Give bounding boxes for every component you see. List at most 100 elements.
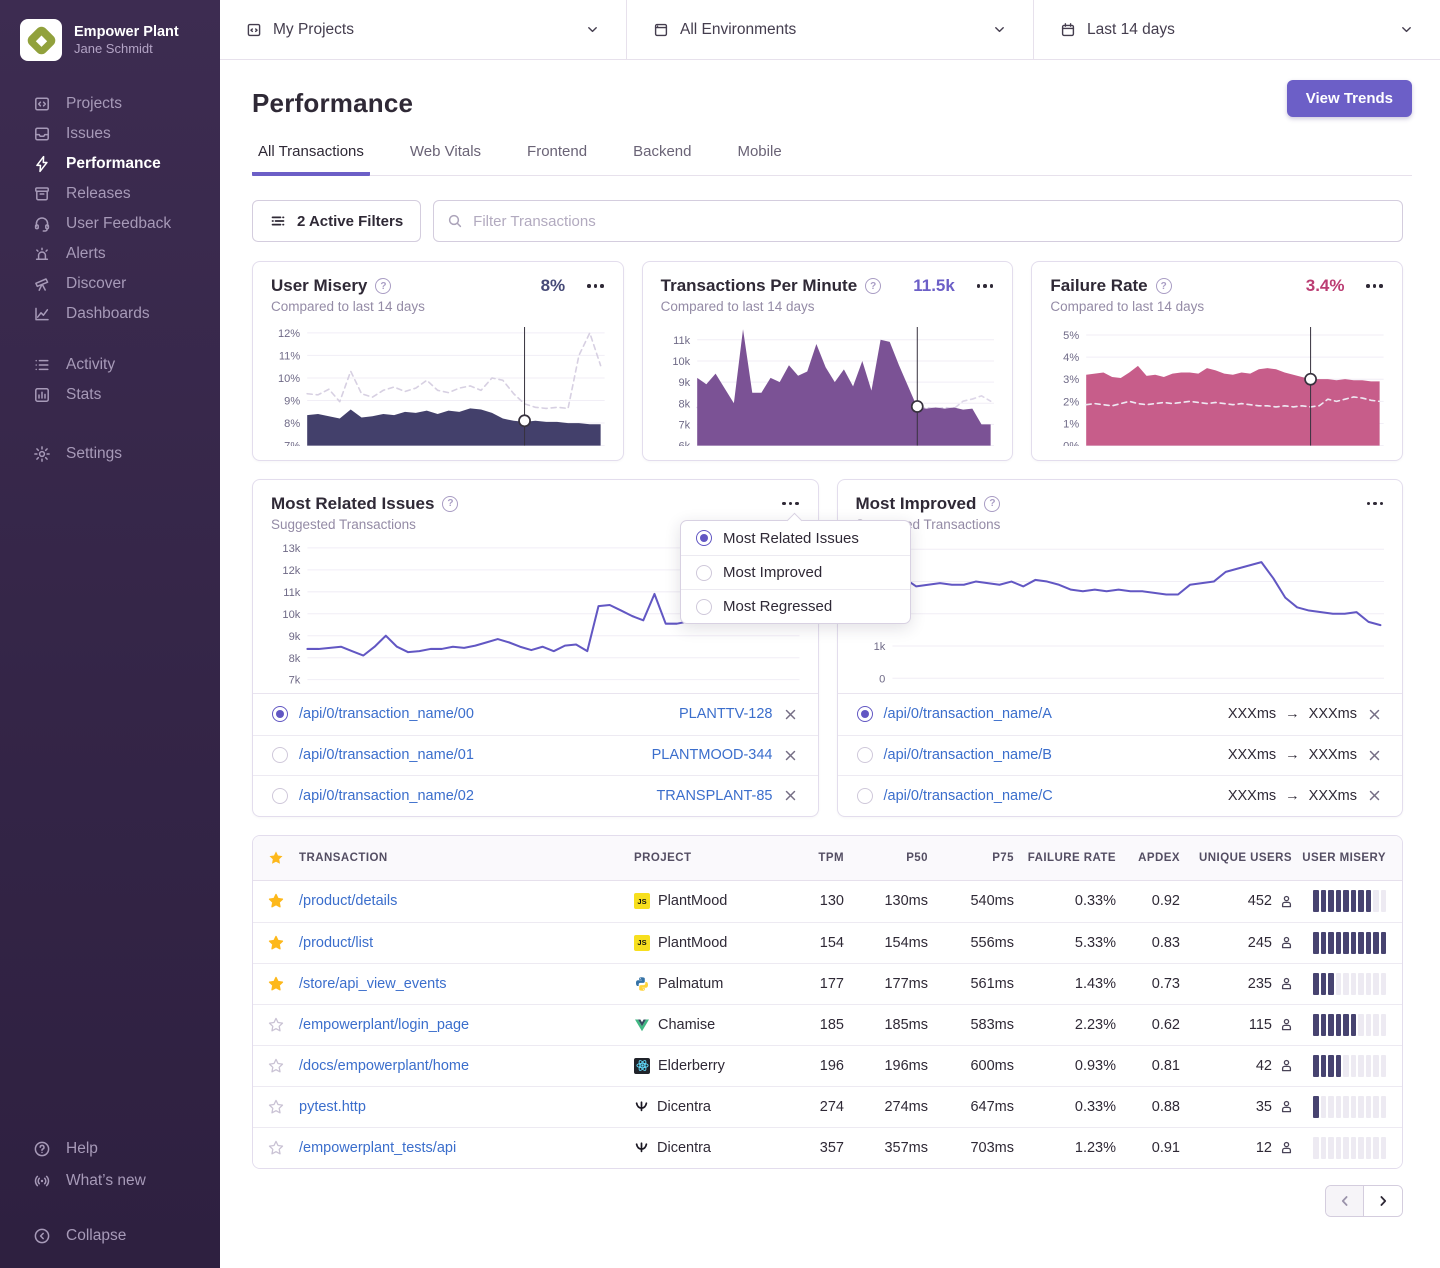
- sidebar-item-alerts[interactable]: Alerts: [0, 239, 220, 269]
- radio-selected[interactable]: [272, 706, 288, 722]
- date-range-selector[interactable]: Last 14 days: [1033, 0, 1440, 59]
- radio-selected[interactable]: [857, 706, 873, 722]
- transaction-link[interactable]: /api/0/transaction_name/02: [299, 788, 474, 804]
- tab-all-transactions[interactable]: All Transactions: [252, 143, 370, 176]
- environment-selector[interactable]: All Environments: [626, 0, 1033, 59]
- sidebar-item-whats-new[interactable]: What’s new: [0, 1165, 220, 1197]
- transaction-link[interactable]: pytest.http: [299, 1099, 366, 1115]
- performance-tabs: All Transactions Web Vitals Frontend Bac…: [252, 143, 1412, 176]
- transaction-link[interactable]: /empowerplant_tests/api: [299, 1140, 456, 1156]
- dots-menu-icon[interactable]: [1366, 498, 1385, 510]
- related-issue-row: /api/0/transaction_name/00 PLANTTV-128: [253, 694, 818, 735]
- dots-menu-icon[interactable]: [976, 280, 995, 292]
- previous-page-button[interactable]: [1326, 1186, 1364, 1216]
- star-filled-icon[interactable]: [253, 976, 299, 992]
- close-icon[interactable]: [782, 706, 799, 723]
- org-switcher[interactable]: Empower Plant Jane Schmidt: [0, 0, 220, 75]
- sidebar-item-dashboards[interactable]: Dashboards: [0, 299, 220, 329]
- star-filled-icon[interactable]: [253, 893, 299, 909]
- tpm-card: Transactions Per Minute ? 11.5k Compared…: [642, 261, 1014, 461]
- star-column-icon[interactable]: [253, 850, 299, 866]
- sidebar-item-help[interactable]: Help: [0, 1133, 220, 1165]
- python-platform-icon: [634, 976, 650, 992]
- transaction-link[interactable]: /api/0/transaction_name/B: [884, 747, 1052, 763]
- project-name[interactable]: Palmatum: [658, 976, 723, 992]
- star-filled-icon[interactable]: [253, 935, 299, 951]
- svg-text:0%: 0%: [1064, 441, 1080, 446]
- sidebar-item-releases[interactable]: Releases: [0, 179, 220, 209]
- next-page-button[interactable]: [1364, 1186, 1402, 1216]
- p50-value: 274ms: [848, 1099, 932, 1115]
- transaction-link[interactable]: /store/api_view_events: [299, 976, 447, 992]
- help-circle-icon[interactable]: ?: [865, 278, 881, 294]
- project-name[interactable]: PlantMood: [658, 935, 727, 951]
- dropdown-option-most-improved[interactable]: Most Improved: [681, 555, 910, 589]
- project-name[interactable]: PlantMood: [658, 893, 727, 909]
- radio-unselected[interactable]: [857, 788, 873, 804]
- project-name[interactable]: Dicentra: [657, 1099, 711, 1115]
- tab-backend[interactable]: Backend: [627, 143, 697, 176]
- transaction-link[interactable]: /product/details: [299, 893, 397, 909]
- dots-menu-icon[interactable]: [1365, 280, 1384, 292]
- issue-link[interactable]: TRANSPLANT-85: [656, 788, 772, 804]
- tab-mobile[interactable]: Mobile: [731, 143, 787, 176]
- help-circle-icon[interactable]: ?: [442, 496, 458, 512]
- sidebar-item-stats[interactable]: Stats: [0, 380, 220, 410]
- sidebar-item-performance[interactable]: Performance: [0, 149, 220, 179]
- project-name[interactable]: Elderberry: [658, 1058, 725, 1074]
- close-icon[interactable]: [782, 787, 799, 804]
- star-outline-icon[interactable]: [253, 1017, 299, 1033]
- transaction-link[interactable]: /api/0/transaction_name/00: [299, 706, 474, 722]
- transaction-link[interactable]: /docs/empowerplant/home: [299, 1058, 469, 1074]
- user-misery-bars: [1296, 973, 1402, 995]
- transaction-link[interactable]: /api/0/transaction_name/C: [884, 788, 1053, 804]
- project-name[interactable]: Chamise: [658, 1017, 715, 1033]
- widget-type-dropdown: Most Related Issues Most Improved Most R…: [680, 520, 911, 624]
- radio-unselected[interactable]: [272, 747, 288, 763]
- view-trends-button[interactable]: View Trends: [1287, 80, 1412, 117]
- transaction-search[interactable]: [433, 200, 1403, 242]
- close-icon[interactable]: [1366, 747, 1383, 764]
- sidebar-item-discover[interactable]: Discover: [0, 269, 220, 299]
- radio-unselected[interactable]: [272, 788, 288, 804]
- help-circle-icon[interactable]: ?: [984, 496, 1000, 512]
- card-title: Most Related Issues: [271, 494, 434, 514]
- sidebar-item-user-feedback[interactable]: User Feedback: [0, 209, 220, 239]
- sidebar-collapse-button[interactable]: Collapse: [0, 1220, 220, 1252]
- help-circle-icon[interactable]: ?: [1156, 278, 1172, 294]
- dropdown-option-most-regressed[interactable]: Most Regressed: [681, 589, 910, 623]
- close-icon[interactable]: [782, 747, 799, 764]
- issue-link[interactable]: PLANTTV-128: [679, 706, 773, 722]
- transaction-link[interactable]: /api/0/transaction_name/A: [884, 706, 1052, 722]
- dots-menu-icon[interactable]: [781, 498, 800, 510]
- user-icon: [1279, 935, 1294, 950]
- tab-frontend[interactable]: Frontend: [521, 143, 593, 176]
- transaction-link[interactable]: /empowerplant/login_page: [299, 1017, 469, 1033]
- star-outline-icon[interactable]: [253, 1058, 299, 1074]
- duration-after: XXXms: [1309, 788, 1357, 804]
- sidebar-item-settings[interactable]: Settings: [0, 439, 220, 469]
- radio-unselected[interactable]: [857, 747, 873, 763]
- search-input[interactable]: [473, 213, 1389, 230]
- p50-value: 196ms: [848, 1058, 932, 1074]
- sidebar-item-issues[interactable]: Issues: [0, 119, 220, 149]
- issue-link[interactable]: PLANTMOOD-344: [652, 747, 773, 763]
- project-selector[interactable]: My Projects: [220, 0, 626, 59]
- project-name[interactable]: Dicentra: [657, 1140, 711, 1156]
- dots-menu-icon[interactable]: [586, 280, 605, 292]
- sidebar-item-projects[interactable]: Projects: [0, 89, 220, 119]
- tpm-value: 177: [786, 976, 848, 992]
- transaction-link[interactable]: /product/list: [299, 935, 373, 951]
- sidebar-item-activity[interactable]: Activity: [0, 350, 220, 380]
- star-outline-icon[interactable]: [253, 1140, 299, 1156]
- active-filters-button[interactable]: 2 Active Filters: [252, 200, 421, 242]
- close-icon[interactable]: [1366, 787, 1383, 804]
- transaction-link[interactable]: /api/0/transaction_name/01: [299, 747, 474, 763]
- close-icon[interactable]: [1366, 706, 1383, 723]
- star-outline-icon[interactable]: [253, 1099, 299, 1115]
- svg-text:7%: 7%: [284, 441, 300, 446]
- help-circle-icon[interactable]: ?: [375, 278, 391, 294]
- svg-text:4%: 4%: [1064, 352, 1080, 364]
- dropdown-option-most-related-issues[interactable]: Most Related Issues: [681, 521, 910, 555]
- tab-web-vitals[interactable]: Web Vitals: [404, 143, 487, 176]
